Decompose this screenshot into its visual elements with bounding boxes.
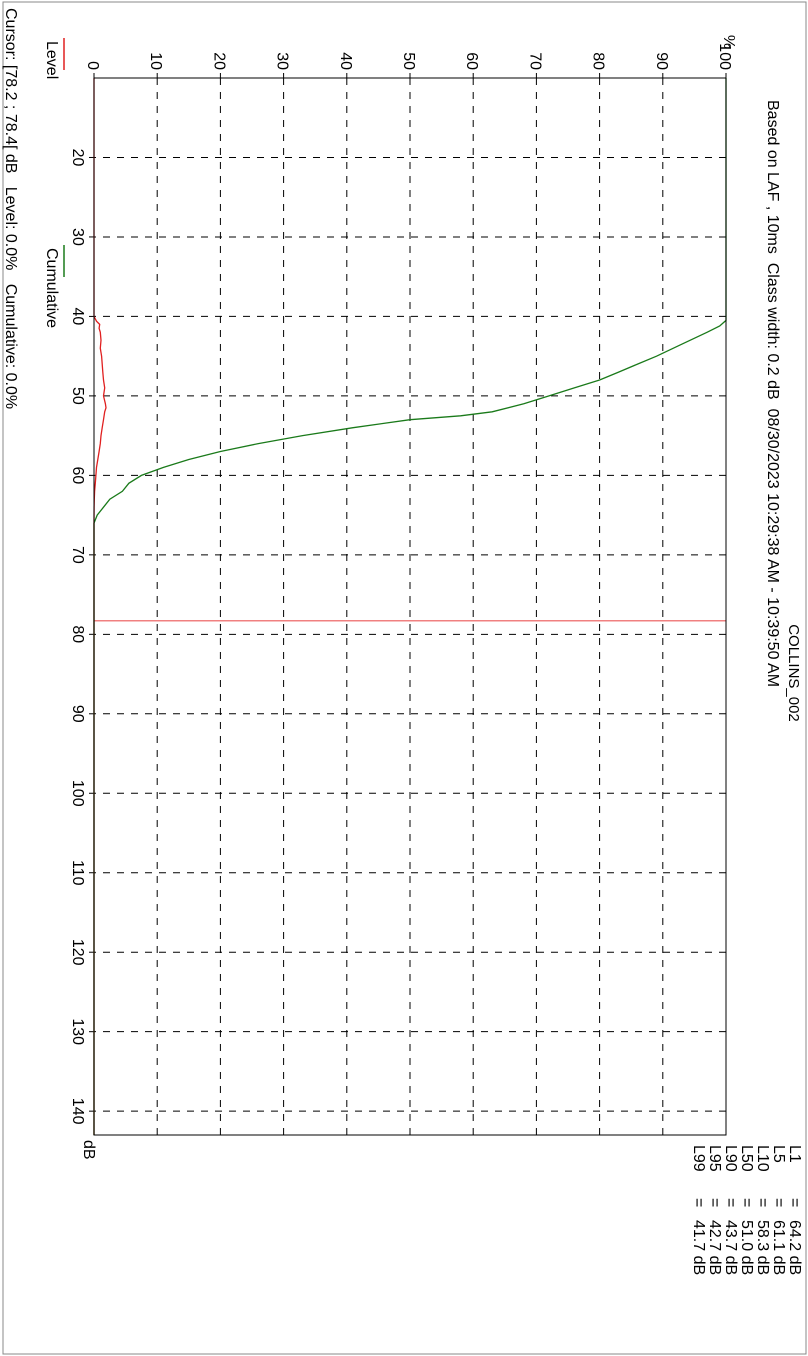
stat-label: L99 (690, 1145, 707, 1172)
x-tick-label: 100 (69, 780, 86, 807)
stat-label: L1 (786, 1145, 803, 1163)
stat-equals: = (722, 1198, 739, 1207)
x-tick-label: 120 (69, 939, 86, 966)
x-axis-label: dB (80, 1140, 97, 1160)
y-tick-label: 10 (147, 52, 164, 70)
cumulative-series-line (93, 78, 727, 1135)
y-tick-label: 80 (590, 52, 607, 70)
stat-value: 64.2 dB (786, 1220, 803, 1275)
x-tick-label: 90 (69, 705, 86, 723)
stat-equals: = (786, 1198, 803, 1207)
statistics-table: L1 = 64.2 dB L5 = 61.1 dB L10 = 58.3 dB L50 = 51.0 … (690, 1145, 803, 1275)
x-tick-label: 50 (69, 387, 86, 405)
stat-label: L90 (722, 1145, 739, 1172)
legend: Level Cumulative (43, 38, 65, 328)
stat-equals: = (754, 1198, 771, 1207)
stat-value: 61.1 dB (770, 1220, 787, 1275)
x-tick-label: 40 (69, 308, 86, 326)
axis-ticks: 20 30 40 50 60 70 80 90 100 110 120 130 140 0 10 20 30 40… (69, 43, 733, 1124)
y-tick-label: 20 (210, 52, 227, 70)
stat-equals: = (738, 1198, 755, 1207)
stat-equals: = (690, 1198, 707, 1207)
y-tick-label: 60 (463, 52, 480, 70)
grid (93, 78, 727, 1135)
y-tick-label: 30 (274, 52, 291, 70)
y-tick-label: 90 (653, 52, 670, 70)
y-tick-label: 100 (716, 43, 733, 70)
legend-label-level: Level (43, 41, 60, 79)
x-tick-label: 20 (69, 149, 86, 167)
y-tick-label: 0 (84, 61, 101, 70)
stat-value: 42.7 dB (706, 1220, 723, 1275)
legend-label-cumulative: Cumulative (43, 248, 60, 328)
level-series-line (93, 78, 107, 1135)
stat-value: 41.7 dB (690, 1220, 707, 1275)
x-tick-label: 130 (69, 1018, 86, 1045)
chart-subtitle: Based on LAF , 10ms Class width: 0.2 dB … (764, 100, 781, 687)
chart-title: COLLINS_002 (785, 624, 802, 722)
x-tick-label: 80 (69, 625, 86, 643)
y-tick-label: 50 (400, 52, 417, 70)
y-tick-label: 40 (337, 52, 354, 70)
status-bar-text: Cursor: [78.2 ; 78.4[ dB Level: 0.0% Cum… (2, 8, 19, 409)
stat-value: 58.3 dB (754, 1220, 771, 1275)
stat-label: L10 (754, 1145, 771, 1172)
stat-value: 51.0 dB (738, 1220, 755, 1275)
y-tick-label: 70 (526, 52, 543, 70)
x-tick-label: 30 (69, 228, 86, 246)
stat-value: 43.7 dB (722, 1220, 739, 1275)
x-tick-label: 60 (69, 466, 86, 484)
stat-label: L95 (706, 1145, 723, 1172)
series-layer (93, 78, 727, 1135)
x-tick-label: 70 (69, 546, 86, 564)
x-tick-label: 110 (69, 860, 86, 886)
stat-equals: = (770, 1198, 787, 1207)
stat-label: L5 (770, 1145, 787, 1163)
stat-equals: = (706, 1198, 723, 1207)
stat-label: L50 (738, 1145, 755, 1172)
plot-area-border (93, 77, 727, 1136)
x-tick-label: 140 (69, 1098, 86, 1125)
y-axis-label: % (720, 35, 737, 49)
